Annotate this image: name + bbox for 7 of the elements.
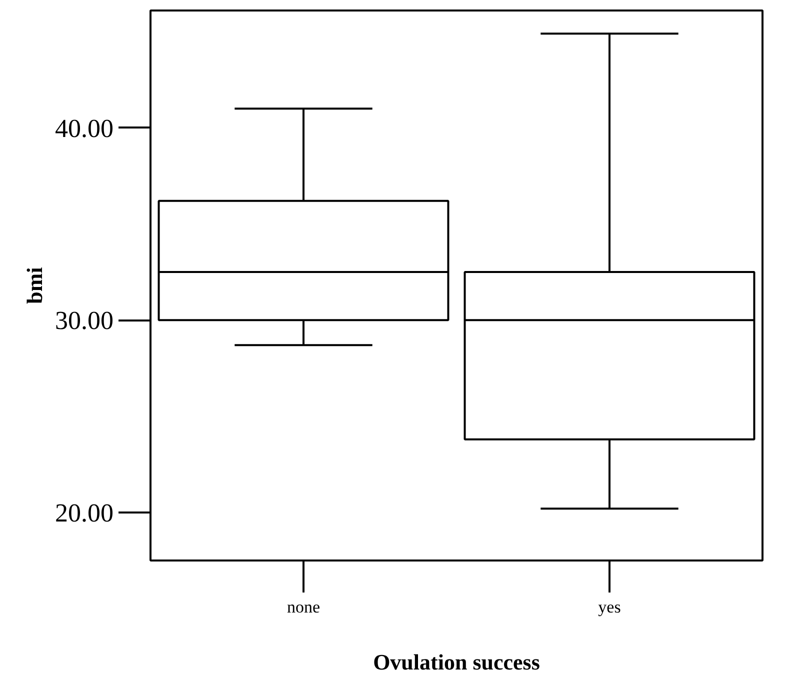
y-axis-title: bmi [22, 267, 47, 304]
y-tick-label: 30.00 [55, 306, 114, 336]
x-tick-label: none [286, 598, 320, 616]
y-tick-label: 20.00 [55, 498, 114, 528]
x-tick-label: yes [598, 598, 621, 616]
y-tick-label: 40.00 [55, 114, 114, 143]
x-axis-title: Ovulation success [373, 650, 540, 674]
